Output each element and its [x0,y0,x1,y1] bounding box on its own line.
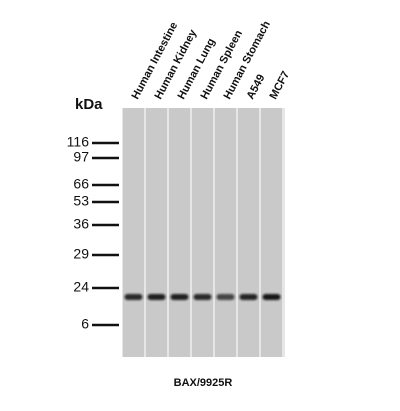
lane-label: MCF7 [268,69,293,101]
lane [238,108,259,357]
marker-label: 24 [73,279,89,295]
lane [123,108,144,357]
lane-label: A549 [245,73,268,102]
band [239,294,258,300]
band [147,294,166,300]
lane [215,108,236,357]
band [193,294,212,300]
marker-label: 53 [73,193,89,209]
lane [261,108,282,357]
band [170,294,189,300]
band [124,294,143,300]
marker-label: 36 [73,216,89,232]
caption: BAX/9925R [174,377,233,389]
lane [146,108,167,357]
marker-label: 116 [67,134,90,150]
lanes [123,108,282,357]
marker-label: 6 [81,316,89,332]
marker-label: 29 [73,246,89,262]
marker-label: 97 [73,149,89,165]
lane [169,108,190,357]
band [216,294,235,300]
band [262,294,281,300]
unit-label: kDa [75,96,103,113]
lane [192,108,213,357]
marker-label: 66 [73,176,89,192]
